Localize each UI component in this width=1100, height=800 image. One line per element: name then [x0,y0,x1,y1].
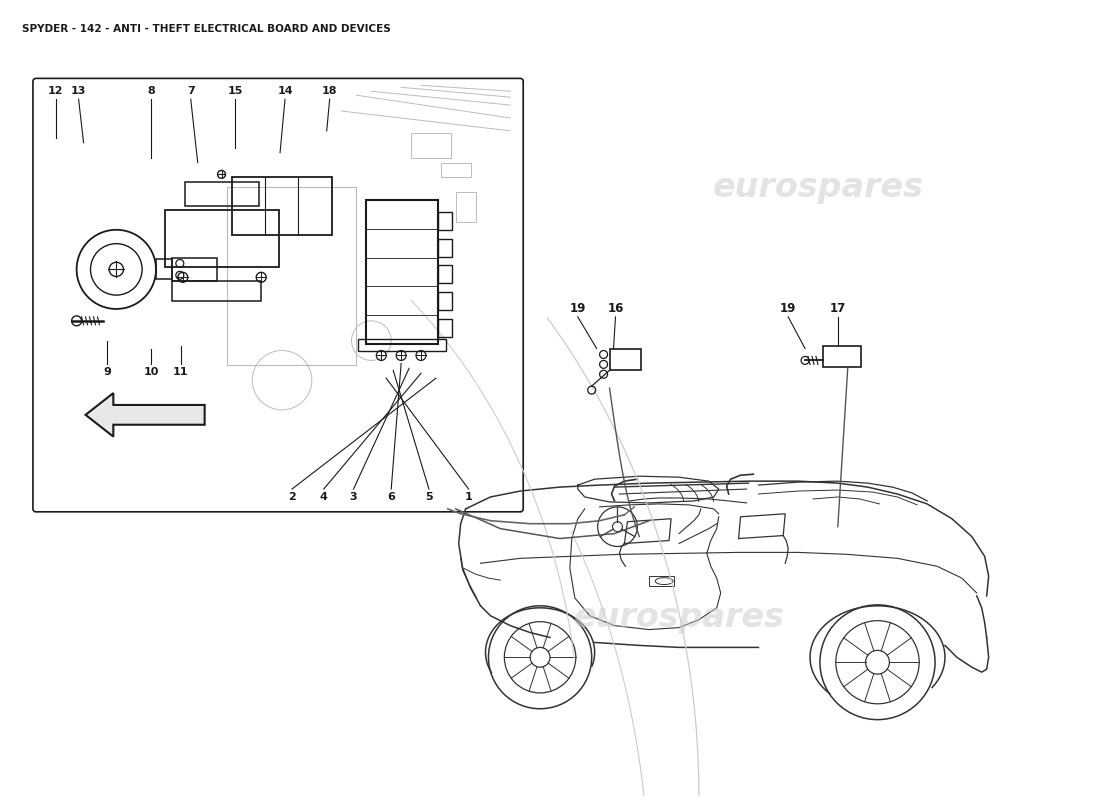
Bar [441,162,471,178]
Bar [438,266,452,283]
Text: 3: 3 [350,492,358,502]
Bar [438,319,452,337]
Text: 19: 19 [780,302,796,315]
Bar [411,133,451,158]
Text: 14: 14 [277,86,293,96]
Bar [609,349,641,370]
Bar [165,210,279,267]
Bar [649,576,674,586]
Text: 8: 8 [147,86,155,96]
Text: 7: 7 [187,86,195,96]
Text: 10: 10 [143,367,158,378]
Text: 12: 12 [48,86,64,96]
Text: eurospares: eurospares [713,170,924,204]
Text: 6: 6 [387,492,395,502]
Text: eurospares: eurospares [77,202,270,231]
Text: SPYDER - 142 - ANTI - THEFT ELECTRICAL BOARD AND DEVICES: SPYDER - 142 - ANTI - THEFT ELECTRICAL B… [22,24,390,34]
Bar [438,212,452,230]
Text: eurospares: eurospares [573,602,784,634]
Bar [823,346,860,367]
Bar [228,187,356,366]
Text: 11: 11 [173,367,188,378]
Bar [172,258,217,282]
Text: 17: 17 [829,302,846,315]
Text: 1: 1 [464,492,473,502]
Bar [172,282,261,301]
Bar [366,200,438,343]
Text: 2: 2 [288,492,296,502]
Bar [438,292,452,310]
Polygon shape [86,393,205,437]
Text: 16: 16 [607,302,624,315]
Bar [185,182,260,206]
Bar [156,259,172,279]
Text: 13: 13 [70,86,86,96]
Text: 5: 5 [425,492,432,502]
FancyBboxPatch shape [33,78,524,512]
Text: 18: 18 [322,86,338,96]
Bar [232,178,332,234]
Text: 9: 9 [103,367,111,378]
Text: 4: 4 [320,492,328,502]
Bar [438,238,452,257]
Bar [455,192,475,222]
Bar [359,338,446,350]
Text: 19: 19 [570,302,586,315]
Text: 15: 15 [228,86,243,96]
